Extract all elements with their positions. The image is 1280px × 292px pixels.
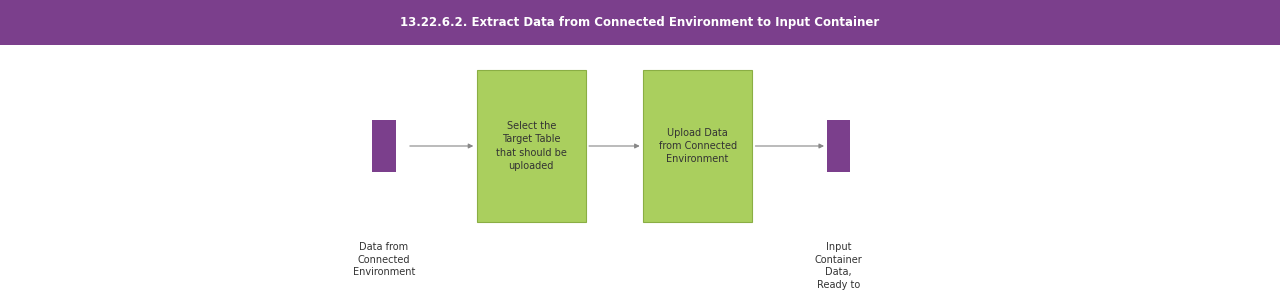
FancyBboxPatch shape: [0, 0, 1280, 45]
FancyBboxPatch shape: [827, 120, 850, 172]
Text: Select the
Target Table
that should be
uploaded: Select the Target Table that should be u…: [495, 121, 567, 171]
Text: Input
Container
Data,
Ready to
Transfer: Input Container Data, Ready to Transfer: [814, 242, 863, 292]
FancyBboxPatch shape: [477, 70, 586, 222]
FancyBboxPatch shape: [644, 70, 753, 222]
FancyBboxPatch shape: [372, 120, 396, 172]
Text: Data from
Connected
Environment: Data from Connected Environment: [353, 242, 415, 277]
Text: Upload Data
from Connected
Environment: Upload Data from Connected Environment: [658, 128, 737, 164]
Text: 13.22.6.2. Extract Data from Connected Environment to Input Container: 13.22.6.2. Extract Data from Connected E…: [401, 16, 879, 29]
